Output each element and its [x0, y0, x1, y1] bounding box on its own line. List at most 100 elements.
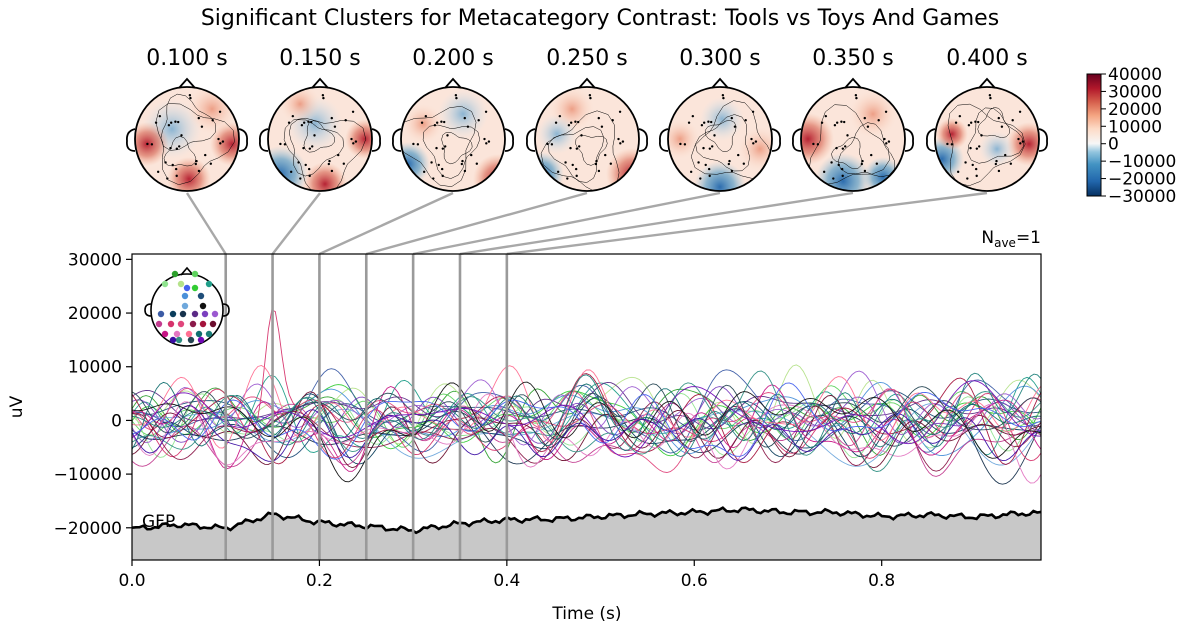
electrode — [435, 121, 439, 124]
gfp-layer — [132, 506, 1041, 560]
colorbar-gradient — [1086, 73, 1102, 197]
channel-trace — [132, 365, 1041, 449]
topomap-contour — [695, 114, 750, 172]
y-tick-label: −10000 — [54, 465, 122, 485]
electrode — [412, 142, 415, 146]
topomap-contour — [401, 105, 477, 187]
channel-trace — [132, 309, 1041, 462]
electrode — [863, 169, 867, 173]
electrode — [211, 119, 214, 122]
electrode — [433, 124, 437, 127]
electrode — [691, 114, 695, 118]
electrode — [466, 125, 470, 128]
electrode — [704, 163, 707, 167]
left-ear — [526, 128, 536, 152]
electrode — [840, 167, 844, 171]
electrode — [463, 169, 467, 173]
electrode — [485, 142, 488, 145]
inset-sensor — [195, 330, 203, 338]
electrode — [550, 143, 554, 146]
topomap-time-label: 0.300 s — [679, 46, 760, 71]
electrode — [422, 170, 426, 174]
electrode — [217, 137, 220, 141]
inset-sensor — [197, 292, 205, 300]
electrode — [443, 120, 446, 124]
electrode — [687, 121, 691, 124]
electrode — [742, 162, 746, 165]
channel-trace — [132, 392, 1041, 459]
topomap-blob — [979, 131, 1015, 167]
channel-trace — [132, 400, 1041, 485]
electrode — [430, 161, 433, 164]
electrode — [730, 169, 734, 173]
electrode — [169, 146, 172, 150]
topomap-blob — [668, 119, 700, 159]
electrode — [1009, 162, 1013, 165]
colorbar-tick-label: −10000 — [1108, 152, 1176, 172]
electrode — [841, 147, 845, 150]
electrode — [156, 170, 160, 174]
electrode — [169, 121, 173, 124]
channel-trace — [132, 393, 1041, 484]
electrode — [564, 161, 567, 164]
channel-trace — [132, 384, 1041, 457]
topomap-blob — [473, 154, 505, 191]
electrode — [1017, 137, 1020, 141]
nose — [578, 77, 596, 89]
inset-sensor — [199, 320, 207, 328]
electrode — [946, 142, 949, 146]
electrode — [164, 161, 167, 164]
electrode — [287, 121, 291, 124]
inset-sensor — [205, 280, 213, 288]
electrode — [311, 145, 314, 148]
connector-line — [271, 192, 321, 255]
left-ear — [659, 128, 669, 152]
topomap-connector-lines — [185, 191, 988, 256]
electrode — [728, 159, 731, 163]
electrode — [995, 159, 998, 163]
electrode — [822, 170, 826, 174]
electrode — [710, 120, 713, 124]
electrode — [835, 121, 839, 124]
electrode — [597, 169, 601, 173]
inset-sensor — [181, 302, 189, 310]
electrode — [969, 121, 973, 124]
electrode — [177, 120, 180, 124]
electrode — [440, 120, 443, 123]
electrode — [721, 94, 725, 97]
topomap-blob — [438, 89, 488, 139]
inset-sensor — [191, 310, 199, 318]
inset-sensor — [171, 270, 179, 278]
topomap-time-label: 0.400 s — [946, 46, 1027, 71]
electrode — [313, 134, 316, 137]
topomap-contour — [967, 107, 1024, 164]
electrode — [455, 96, 458, 100]
electrode — [611, 119, 614, 122]
electrode — [699, 177, 702, 180]
electrode — [328, 159, 331, 163]
right-ear — [904, 128, 914, 152]
inset-sensor — [183, 284, 191, 292]
electrode — [440, 167, 444, 171]
electrode — [621, 140, 625, 143]
electrode — [291, 114, 295, 118]
electrode — [958, 114, 962, 118]
electrode — [954, 121, 958, 124]
electrode — [195, 159, 198, 163]
nave-label: Nave=1 — [981, 228, 1041, 250]
head-outline — [400, 86, 506, 192]
electrode — [437, 163, 440, 167]
electrode — [711, 145, 714, 148]
inset-sensor — [181, 292, 189, 300]
electrode — [333, 125, 337, 128]
channel-trace — [132, 381, 1041, 483]
electrode — [189, 96, 192, 100]
butterfly-plot: 0.0 0.2 0.4 0.6 0.8 30000 20000 10000 0 −10000 −2… — [7, 228, 1042, 624]
inset-sensor — [209, 320, 217, 328]
topomap-contour — [837, 122, 895, 178]
electrode — [454, 94, 458, 97]
electrode — [975, 174, 978, 178]
topomap-contour — [422, 124, 481, 179]
topomap: 0.200 s — [392, 46, 514, 192]
electrode — [978, 145, 981, 148]
